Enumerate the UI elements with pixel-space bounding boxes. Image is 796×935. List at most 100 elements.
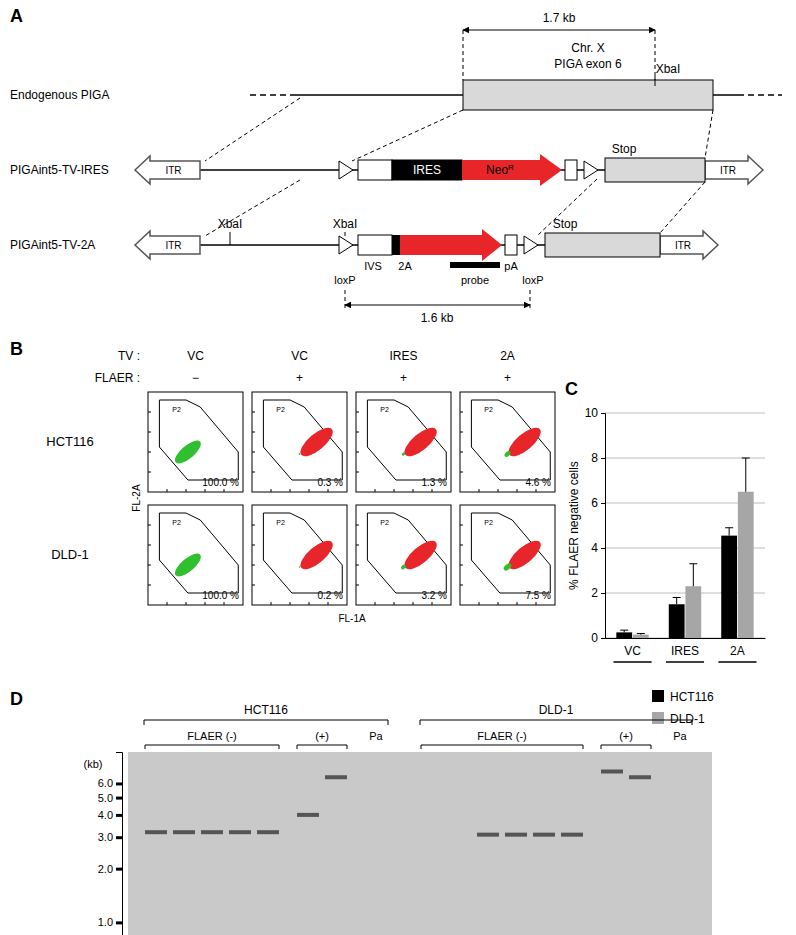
bars: [616, 458, 753, 638]
stop-label: Stop: [553, 217, 578, 231]
ivs-box: [358, 160, 392, 180]
axis-title: FL-2A: [131, 484, 142, 512]
peptide-label: 2A: [398, 260, 412, 272]
bracket: [297, 745, 298, 749]
ires-label: IRES: [413, 163, 441, 177]
axis-tick: [356, 472, 359, 473]
dimension-guide: [463, 30, 464, 80]
percent-label: 100.0 %: [202, 590, 239, 601]
axis-tick: [252, 565, 255, 566]
tick: 2: [591, 586, 605, 600]
axis-tick: [205, 489, 206, 492]
tick: 6.0: [98, 777, 122, 789]
homology-guide: [705, 110, 713, 158]
axis-tick: [148, 472, 151, 473]
gel-band: [229, 830, 251, 834]
flaer-negative-cloud: [298, 453, 301, 456]
itr-label: ITR: [165, 240, 181, 251]
tick: 2A: [730, 638, 745, 658]
plot-frame: [252, 392, 347, 492]
tick-label: 0: [591, 631, 598, 645]
gel-band: [505, 833, 527, 837]
column-header: VC: [187, 349, 204, 363]
error-bar: [725, 528, 733, 536]
axis-tick: [356, 452, 359, 453]
gel-band: [561, 833, 583, 837]
axis-tick: [148, 452, 151, 453]
error-bar-cap: [637, 633, 645, 634]
flaer-positive-cloud: [296, 536, 337, 574]
bar: [616, 632, 632, 638]
tick-label: 4: [591, 541, 598, 555]
loxp-site: [339, 236, 353, 254]
dimension-label: 1.7 kb: [543, 11, 576, 25]
axis-line: [601, 414, 606, 639]
exon-label: PIGA exon 6: [554, 57, 622, 71]
tick: 1.0: [98, 916, 122, 928]
exon-box: [545, 233, 660, 257]
cytometry-plot: P24.6 %: [460, 392, 555, 492]
gate: [367, 400, 446, 480]
axis-tick: [328, 602, 329, 605]
plot-frame: [460, 392, 555, 492]
itr-arrow: [135, 156, 200, 184]
bracket: [347, 745, 348, 749]
category-underline: [666, 661, 704, 663]
axis-tick: [148, 432, 151, 433]
dimension-guide: [345, 290, 346, 310]
ires-box: [392, 160, 462, 180]
bar: [738, 492, 754, 638]
y-axis: 0246810: [585, 406, 606, 645]
flaer-positive-cloud: [504, 536, 545, 574]
homology-guide: [352, 110, 463, 161]
axis-tick: [460, 452, 463, 453]
tick-label: 1.0: [98, 916, 113, 928]
axis-tick: [271, 489, 272, 492]
axis-tick: [460, 585, 463, 586]
gel-band: [145, 830, 167, 834]
axis-title: FL-1A: [338, 613, 366, 624]
percent-label: 0.2 %: [317, 590, 343, 601]
itr-arrow: [135, 231, 200, 259]
axis-tick: [328, 489, 329, 492]
percent-label: 1.3 %: [421, 477, 447, 488]
axis-tick: [375, 602, 376, 605]
tick: 4: [591, 541, 605, 555]
axis-title: (kb): [84, 758, 103, 770]
itr-label: ITR: [675, 240, 691, 251]
gate-label: P2: [484, 519, 493, 526]
bracket: [651, 745, 652, 749]
row-label: HCT116: [46, 434, 93, 449]
tick-mark: [116, 921, 122, 924]
axis-tick: [167, 602, 168, 605]
axis-tick: [252, 432, 255, 433]
tick-mark: [116, 868, 122, 871]
axis-tick: [460, 412, 463, 413]
loxp-label: loxP: [334, 274, 355, 286]
axis-tick: [356, 412, 359, 413]
cell-line-label: DLD-1: [539, 703, 574, 717]
plot-frame: [252, 505, 347, 605]
neo-text: Neo: [486, 163, 508, 177]
bracket: [144, 720, 145, 725]
gel-band: [201, 830, 223, 834]
axis-tick: [394, 489, 395, 492]
plot-frame: [356, 505, 451, 605]
category-underline: [718, 661, 756, 663]
axis-tick: [148, 545, 151, 546]
axis-tick: [536, 489, 537, 492]
ivs-label: IVS: [364, 260, 382, 272]
error-bar: [620, 630, 628, 632]
tick-label: 4.0: [98, 809, 113, 821]
tick-label: 10: [585, 406, 599, 420]
x-axis: VCIRES2A: [606, 638, 766, 658]
legend-swatch: [652, 712, 664, 724]
bracket: [692, 720, 693, 725]
site-tick: [655, 76, 656, 86]
flaer-negative-cloud: [502, 562, 512, 572]
axis-tick: [413, 602, 414, 605]
pa-label: pA: [504, 260, 518, 272]
column-header: FLAER :: [95, 371, 140, 385]
bracket: [601, 745, 651, 746]
axis-tick: [460, 565, 463, 566]
